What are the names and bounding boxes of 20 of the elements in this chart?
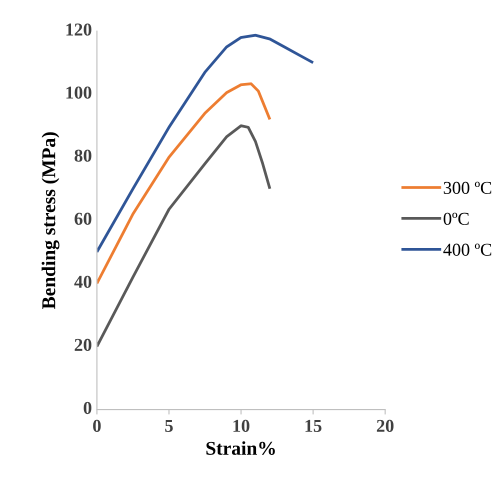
x-tick-label: 5 [165, 420, 173, 432]
x-tick-label: 20 [376, 420, 394, 432]
line-series [96, 34, 314, 254]
y-tick-label: 0 [84, 402, 92, 414]
y-tick-label: 60 [74, 212, 92, 225]
x-tick-label: 10 [233, 420, 250, 432]
y-axis-title: Bending stress (MPa) [42, 132, 60, 309]
legend-label: 0ºC [444, 212, 469, 225]
legend-label: 300 ºC [444, 182, 492, 194]
x-tick-label: 15 [306, 420, 322, 432]
line-series [96, 124, 272, 348]
x-axis-title: Strain% [206, 441, 275, 455]
y-tick-label: 120 [66, 23, 92, 36]
line-series [96, 82, 272, 285]
y-tick-label: 20 [74, 338, 92, 351]
y-tick-label: 100 [66, 86, 92, 99]
x-tick-label: 0 [93, 420, 101, 432]
legend-label: 400 ºC [443, 244, 492, 256]
y-tick-label: 40 [74, 276, 92, 288]
y-tick-label: 80 [74, 150, 92, 162]
